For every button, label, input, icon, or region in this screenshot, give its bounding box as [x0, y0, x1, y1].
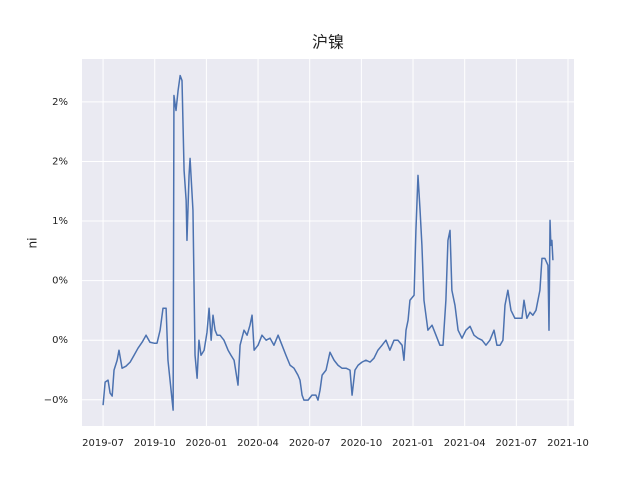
x-tick-label: 2019-10 — [134, 438, 176, 449]
x-tick-label: 2019-07 — [82, 438, 124, 449]
x-tick-label: 2020-07 — [289, 438, 331, 449]
y-tick-label: 0% — [52, 335, 68, 346]
y-tick-label: −0% — [44, 395, 68, 406]
data-line — [102, 74, 554, 411]
y-axis-label: ni — [26, 238, 40, 249]
y-tick-label: 2% — [52, 156, 68, 167]
x-tick-label: 2020-10 — [340, 438, 382, 449]
x-tick-label: 2021-07 — [495, 438, 537, 449]
x-tick-label: 2021-01 — [392, 438, 434, 449]
chart-title: 沪镍 — [312, 33, 344, 52]
y-tick-label: 0% — [52, 276, 68, 287]
y-tick-label: 1% — [52, 216, 68, 227]
x-tick-label: 2021-04 — [444, 438, 486, 449]
y-tick-label: 2% — [52, 97, 68, 108]
plot-area — [82, 59, 574, 426]
x-tick-label: 2020-01 — [185, 438, 227, 449]
grid — [82, 59, 574, 426]
x-tick-label: 2021-10 — [547, 438, 589, 449]
x-tick-label: 2020-04 — [237, 438, 279, 449]
